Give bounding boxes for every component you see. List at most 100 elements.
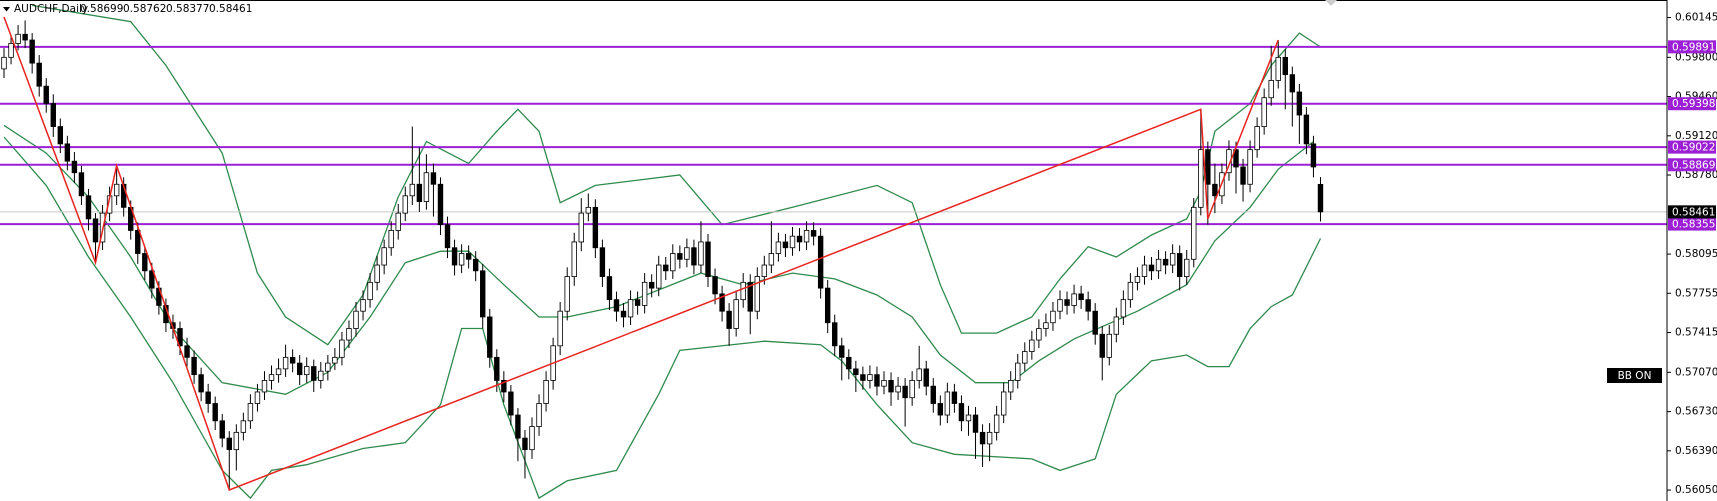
level-label: 0.58355 [1672, 219, 1715, 231]
candle-body [571, 241, 577, 277]
candle-body [1071, 293, 1077, 306]
candle-body [1198, 149, 1204, 208]
candle-body [289, 356, 296, 364]
candle-body [318, 370, 324, 381]
candle-body [423, 172, 430, 202]
candle-body [578, 212, 584, 243]
candle-body [1240, 166, 1246, 185]
candle-body [1057, 299, 1063, 312]
level-label: 0.59022 [1672, 142, 1715, 154]
candle-body [22, 33, 28, 41]
candle-body [592, 206, 599, 249]
candle-body [1092, 310, 1098, 335]
candle-body [444, 224, 451, 249]
y-tick-label: 0.56050 [1675, 484, 1717, 496]
candle-body [768, 253, 775, 266]
candle-body [888, 380, 894, 393]
candle-body [451, 247, 458, 266]
y-tick-label: 0.57070 [1675, 366, 1717, 378]
current-price-bg [1668, 205, 1716, 219]
candle-body [1162, 258, 1169, 266]
candle-body [395, 212, 401, 231]
candle-body [1212, 183, 1218, 197]
candle-body [29, 39, 35, 64]
shift-marker [1325, 0, 1337, 6]
candle-body [1141, 264, 1148, 277]
candle-body [501, 380, 507, 393]
level-label-bg [1668, 158, 1716, 172]
button-label[interactable]: BB ON [1618, 370, 1652, 382]
candle-body [1, 56, 7, 70]
candle-body [853, 368, 859, 376]
y-tick-label: 0.60145 [1675, 12, 1717, 24]
candle-body [1317, 183, 1324, 213]
candle-body [972, 414, 979, 433]
candle-body [1085, 299, 1091, 312]
candle-body [789, 235, 796, 249]
y-tick-label: 0.56390 [1675, 445, 1717, 457]
candle-body [205, 391, 211, 404]
candle-body [543, 380, 549, 404]
candle-body [895, 385, 901, 393]
close-value: 0.58461 [209, 3, 252, 15]
candle-body [1296, 91, 1303, 116]
menu-triangle[interactable] [3, 7, 10, 12]
candle-body [1015, 362, 1021, 381]
candle-body [937, 403, 944, 416]
candle-body [254, 391, 261, 404]
candle-body [803, 230, 810, 243]
candle-body [754, 276, 760, 312]
y-tick-label: 0.57755 [1675, 287, 1717, 299]
candle-body [648, 281, 655, 289]
candle-body [1099, 333, 1105, 358]
candle-body [1282, 56, 1288, 76]
candle-body [1043, 322, 1049, 329]
candle-body [698, 241, 704, 266]
candle-body [339, 339, 345, 358]
high-value: 0.58762 [123, 3, 166, 15]
candle-body [881, 380, 887, 387]
candle-body [304, 366, 310, 376]
candle-body [36, 62, 42, 87]
candle-body [247, 403, 254, 422]
candle-body [874, 374, 880, 387]
candle-body [261, 380, 268, 393]
y-tick-label: 0.59120 [1675, 130, 1717, 142]
candle-body [1275, 56, 1281, 81]
candle-body [796, 235, 803, 243]
candle-body [198, 374, 204, 393]
candle-body [1268, 80, 1274, 99]
candle-body [1191, 206, 1197, 260]
candle-body [536, 403, 542, 427]
button-bg[interactable] [1607, 368, 1662, 383]
candle-body [149, 270, 155, 289]
candle-body [1247, 149, 1253, 185]
candle-body [705, 241, 711, 277]
candle-body [930, 385, 936, 404]
candle-body [663, 264, 669, 272]
candle-body [817, 235, 824, 289]
candle-body [430, 172, 437, 185]
candle-body [951, 391, 958, 404]
candle-body [57, 126, 64, 145]
candle-body [634, 299, 641, 306]
candle-body [1233, 149, 1239, 168]
candle-body [374, 264, 380, 283]
y-tick-label: 0.58095 [1675, 248, 1717, 260]
candle-body [494, 356, 500, 381]
candle-body [437, 183, 444, 226]
candle-body [1078, 293, 1084, 301]
candle-body [219, 420, 225, 439]
candle-body [458, 253, 465, 266]
bb-button[interactable]: BB ON [1607, 368, 1662, 383]
candle-body [1127, 281, 1134, 301]
candle-body [902, 385, 908, 399]
level-label: 0.59398 [1672, 98, 1715, 110]
current-price-label: 0.58461 [1672, 206, 1715, 218]
candle-body [311, 366, 317, 381]
candle-body [1155, 258, 1162, 272]
y-tick-label: 0.59800 [1675, 51, 1717, 63]
candle-body [1261, 97, 1267, 127]
